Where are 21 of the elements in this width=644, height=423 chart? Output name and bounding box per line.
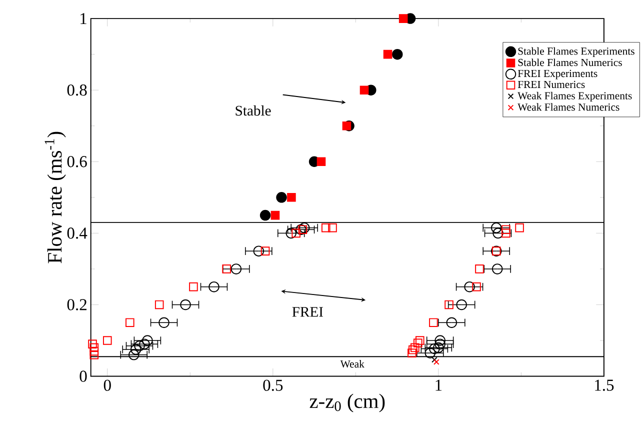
legend-label: FREI Numerics xyxy=(518,80,585,88)
y-axis-title: Flow rate (ms$^{-1}$) xyxy=(44,132,66,264)
x-axis-title: z-z$_{0}$ (cm) xyxy=(310,394,385,412)
x-tick-label: 1 xyxy=(436,380,442,391)
x-tick-label: 1.5 xyxy=(595,380,614,391)
x-tick-label: 0.5 xyxy=(263,380,283,391)
annotation: FREI xyxy=(292,307,323,317)
y-tick-label: 0.8 xyxy=(67,84,87,96)
annotation: Stable xyxy=(236,105,271,116)
y-tick-label: 0 xyxy=(80,370,87,382)
legend-label: Stable Flames Experiments xyxy=(518,47,634,57)
ref-line-label: Weak xyxy=(340,360,364,368)
y-tick-label: 0.4 xyxy=(67,227,88,239)
y-tick-label: 0.6 xyxy=(67,156,87,168)
legend-label: Stable Flames Numerics xyxy=(518,58,622,66)
legend-label: FREI Experiments xyxy=(518,70,598,80)
y-tick-label: 0.2 xyxy=(67,299,86,310)
y-tick-label: 1 xyxy=(80,13,86,24)
legend-label: Weak Flames Numerics xyxy=(518,103,620,111)
x-tick-label: 0 xyxy=(104,380,111,391)
legend-label: Weak Flames Experiments xyxy=(518,92,632,102)
